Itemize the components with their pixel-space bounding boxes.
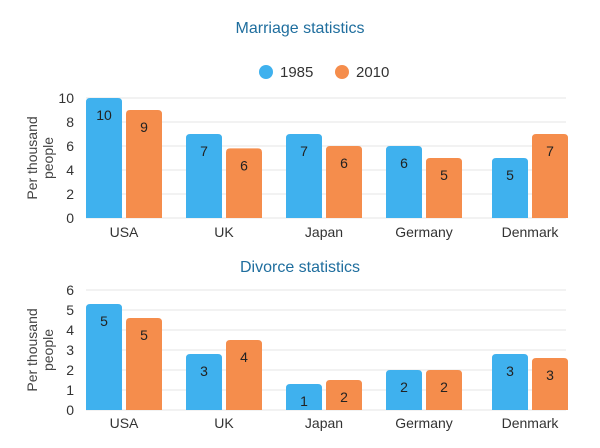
legend-marker-2010 xyxy=(335,65,349,79)
marriage-bar-germany-1985 xyxy=(386,146,422,218)
marriage-y-axis-label-line1: Per thousand xyxy=(24,116,40,199)
marriage-x-tick-uk: UK xyxy=(214,224,234,240)
marriage-bar-uk-1985 xyxy=(186,134,222,218)
divorce-y-tick-2: 2 xyxy=(66,362,74,378)
divorce-bar-denmark-2010 xyxy=(532,358,568,410)
divorce-x-tick-japan: Japan xyxy=(305,415,343,431)
divorce-y-tick-0: 0 xyxy=(66,402,74,418)
marriage-data-label-usa-2010: 9 xyxy=(140,119,148,135)
divorce-data-label-germany-1985: 2 xyxy=(400,379,408,395)
divorce-data-label-usa-2010: 5 xyxy=(140,327,148,343)
legend-label-2010: 2010 xyxy=(356,64,389,81)
divorce-bar-denmark-1985 xyxy=(492,354,528,410)
divorce-data-label-uk-2010: 4 xyxy=(240,349,248,365)
divorce-bar-usa-1985 xyxy=(86,304,122,410)
divorce-bar-uk-2010 xyxy=(226,340,262,410)
divorce-bar-japan-2010 xyxy=(326,380,362,410)
marriage-x-tick-germany: Germany xyxy=(395,224,453,240)
divorce-chart-title: Divorce statistics xyxy=(240,259,360,276)
marriage-x-tick-denmark: Denmark xyxy=(502,224,560,240)
divorce-y-tick-3: 3 xyxy=(66,342,74,358)
marriage-bar-japan-1985 xyxy=(286,134,322,218)
divorce-y-tick-6: 6 xyxy=(66,282,74,298)
divorce-y-tick-4: 4 xyxy=(66,322,74,338)
marriage-x-tick-usa: USA xyxy=(110,224,139,240)
divorce-bar-japan-1985 xyxy=(286,384,322,410)
marriage-x-tick-japan: Japan xyxy=(305,224,343,240)
divorce-y-axis-label: Per thousandpeople xyxy=(24,308,56,391)
divorce-data-label-uk-1985: 3 xyxy=(200,363,208,379)
marriage-y-tick-4: 4 xyxy=(66,162,74,178)
divorce-data-label-japan-2010: 2 xyxy=(340,389,348,405)
marriage-y-tick-0: 0 xyxy=(66,210,74,226)
divorce-y-axis-label-line1: Per thousand xyxy=(24,308,40,391)
marriage-y-axis-label-line2: people xyxy=(40,137,56,179)
divorce-bar-usa-2010 xyxy=(126,318,162,410)
marriage-data-label-denmark-2010: 7 xyxy=(546,143,554,159)
legend-marker-1985 xyxy=(259,65,273,79)
divorce-data-label-usa-1985: 5 xyxy=(100,313,108,329)
marriage-data-label-japan-1985: 7 xyxy=(300,143,308,159)
marriage-data-label-japan-2010: 6 xyxy=(340,155,348,171)
marriage-data-label-germany-2010: 5 xyxy=(440,167,448,183)
marriage-bar-germany-2010 xyxy=(426,158,462,218)
divorce-data-label-denmark-1985: 3 xyxy=(506,363,514,379)
marriage-data-label-usa-1985: 10 xyxy=(96,107,112,123)
divorce-x-tick-uk: UK xyxy=(214,415,234,431)
divorce-x-tick-germany: Germany xyxy=(395,415,453,431)
divorce-y-tick-5: 5 xyxy=(66,302,74,318)
divorce-data-label-germany-2010: 2 xyxy=(440,379,448,395)
marriage-chart-title: Marriage statistics xyxy=(236,20,365,37)
marriage-bar-denmark-1985 xyxy=(492,158,528,218)
marriage-data-label-uk-2010: 6 xyxy=(240,157,248,173)
marriage-bar-denmark-2010 xyxy=(532,134,568,218)
marriage-data-label-denmark-1985: 5 xyxy=(506,167,514,183)
divorce-y-axis-label-line2: people xyxy=(40,329,56,371)
divorce-bar-germany-2010 xyxy=(426,370,462,410)
legend-label-1985: 1985 xyxy=(280,64,313,81)
marriage-data-label-germany-1985: 6 xyxy=(400,155,408,171)
divorce-data-label-japan-1985: 1 xyxy=(300,393,308,409)
marriage-y-tick-10: 10 xyxy=(58,90,74,106)
marriage-bar-uk-2010 xyxy=(226,148,262,218)
marriage-y-tick-8: 8 xyxy=(66,114,74,130)
divorce-y-tick-1: 1 xyxy=(66,382,74,398)
divorce-x-tick-denmark: Denmark xyxy=(502,415,560,431)
divorce-x-tick-usa: USA xyxy=(110,415,139,431)
marriage-bar-japan-2010 xyxy=(326,146,362,218)
marriage-y-tick-2: 2 xyxy=(66,186,74,202)
marriage-bar-usa-2010 xyxy=(126,110,162,218)
divorce-bar-germany-1985 xyxy=(386,370,422,410)
marriage-y-axis-label: Per thousandpeople xyxy=(24,116,56,199)
divorce-data-label-denmark-2010: 3 xyxy=(546,367,554,383)
marriage-bar-usa-1985 xyxy=(86,98,122,218)
marriage-y-tick-6: 6 xyxy=(66,138,74,154)
marriage-data-label-uk-1985: 7 xyxy=(200,143,208,159)
divorce-bar-uk-1985 xyxy=(186,354,222,410)
